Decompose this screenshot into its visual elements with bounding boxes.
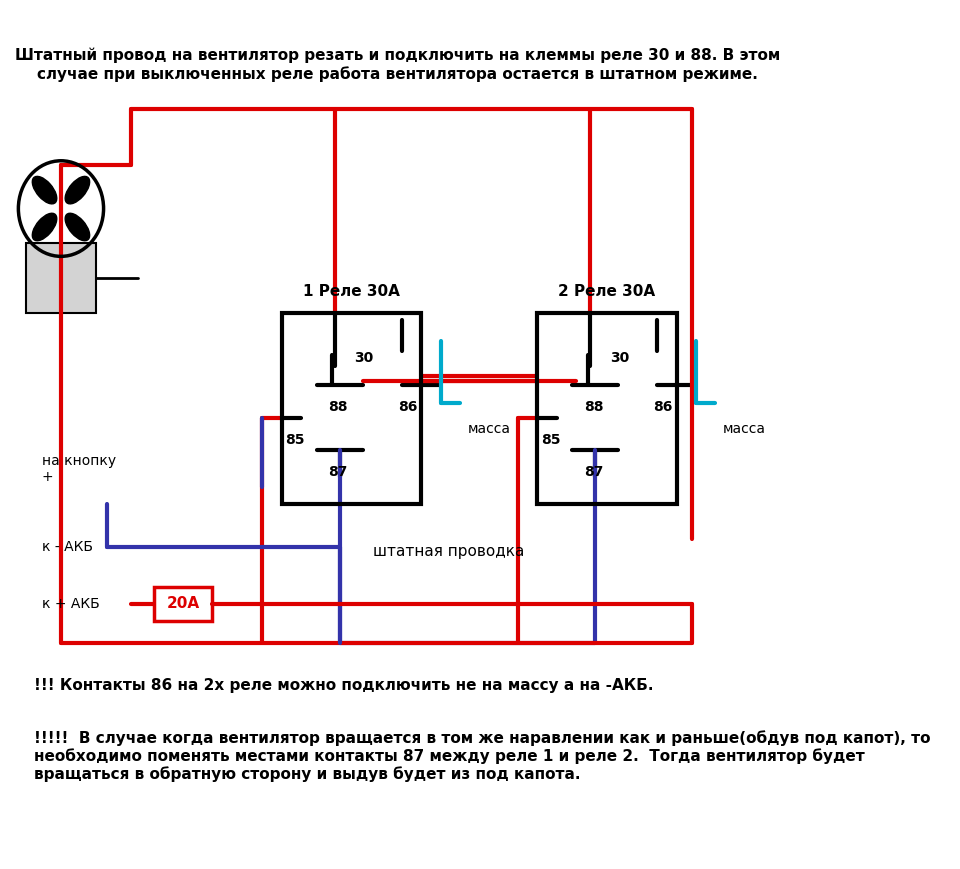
Text: масса: масса <box>468 422 511 436</box>
Ellipse shape <box>65 213 89 241</box>
Text: 86: 86 <box>397 401 418 415</box>
Text: к + АКБ: к + АКБ <box>41 597 99 611</box>
Ellipse shape <box>33 176 57 204</box>
Bar <box>154 587 212 621</box>
Bar <box>281 313 421 504</box>
Bar <box>26 243 96 313</box>
Text: 85: 85 <box>285 433 305 447</box>
Text: 85: 85 <box>541 433 561 447</box>
Text: 87: 87 <box>584 465 603 479</box>
Text: штатная проводка: штатная проводка <box>372 544 524 560</box>
Bar <box>538 313 677 504</box>
Text: 1 Реле 30А: 1 Реле 30А <box>303 283 400 299</box>
Text: на кнопку
+: на кнопку + <box>41 454 116 484</box>
Text: !!! Контакты 86 на 2х реле можно подключить не на массу а на -АКБ.: !!! Контакты 86 на 2х реле можно подключ… <box>34 678 654 693</box>
Text: 88: 88 <box>584 401 603 415</box>
Text: 30: 30 <box>354 351 373 365</box>
Text: масса: масса <box>723 422 766 436</box>
Text: 88: 88 <box>328 401 348 415</box>
Text: к - АКБ: к - АКБ <box>41 541 92 554</box>
Text: 86: 86 <box>654 401 673 415</box>
Ellipse shape <box>33 213 57 241</box>
Text: 87: 87 <box>328 465 348 479</box>
Text: Штатный провод на вентилятор резать и подключить на клеммы реле 30 и 88. В этом
: Штатный провод на вентилятор резать и по… <box>15 48 780 82</box>
Text: 2 Реле 30А: 2 Реле 30А <box>559 283 656 299</box>
Text: !!!!!  В случае когда вентилятор вращается в том же наравлении как и раньше(обду: !!!!! В случае когда вентилятор вращаетс… <box>34 730 930 782</box>
Text: 30: 30 <box>610 351 629 365</box>
Ellipse shape <box>65 176 89 204</box>
Text: 20А: 20А <box>166 596 200 612</box>
